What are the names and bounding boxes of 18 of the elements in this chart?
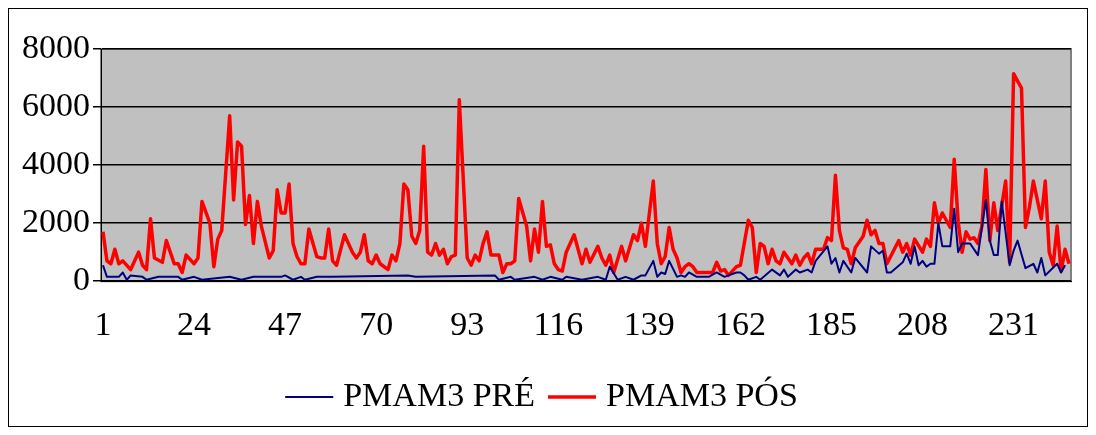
y-tick-label: 2000 [22, 202, 90, 240]
x-tick-label: 70 [359, 304, 394, 342]
x-tick-label: 208 [897, 304, 949, 342]
x-tick-label: 116 [533, 304, 584, 342]
x-tick-label: 185 [805, 304, 857, 342]
y-tick-label: 0 [73, 260, 90, 298]
x-tick-label: 162 [714, 304, 766, 342]
y-tick-label: 6000 [22, 85, 90, 123]
x-tick-label: 47 [268, 304, 303, 342]
x-tick-label: 24 [177, 304, 212, 342]
x-tick-label: 93 [450, 304, 485, 342]
x-tick-label: 139 [623, 304, 675, 342]
y-tick-label: 8000 [22, 27, 90, 65]
y-tick-label: 4000 [22, 144, 90, 182]
x-tick-label: 1 [94, 304, 112, 342]
x-tick-label: 231 [988, 304, 1040, 342]
legend-label: PMAM3 PRÉ [343, 375, 535, 413]
legend-label: PMAM3 PÓS [605, 375, 798, 413]
